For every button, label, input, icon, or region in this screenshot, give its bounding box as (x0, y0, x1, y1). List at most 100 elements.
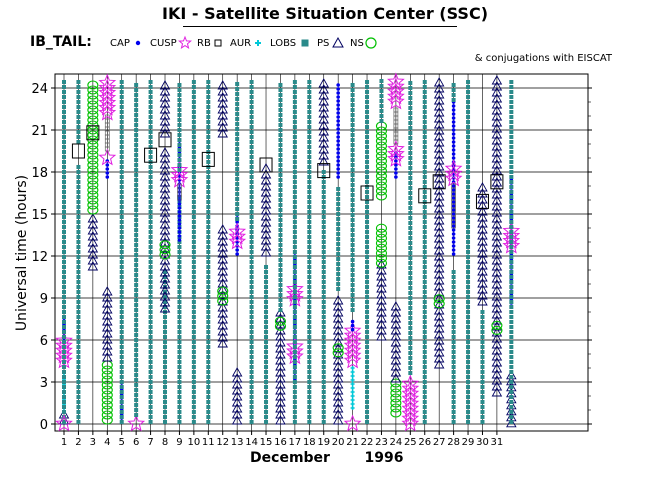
ps-mark (307, 240, 312, 244)
ps-mark (177, 310, 182, 314)
ps-mark (408, 326, 413, 330)
ps-mark (365, 280, 370, 284)
ns-mark (332, 391, 344, 401)
segment-cusp (502, 221, 521, 254)
ps-mark (292, 385, 297, 389)
ps-mark (408, 236, 413, 240)
lobs-mark (87, 185, 99, 195)
ps-mark (62, 310, 66, 314)
ps-mark (307, 350, 312, 354)
ps-mark (134, 263, 139, 267)
ps-mark (422, 175, 427, 179)
ps-mark (148, 90, 153, 94)
ps-mark (206, 350, 211, 354)
lobs-mark (375, 151, 388, 161)
ps-mark (119, 90, 124, 94)
ps-mark (249, 80, 254, 84)
cap-mark (336, 107, 340, 111)
ps-mark (422, 230, 427, 234)
ns-mark (390, 337, 402, 347)
ps-mark (249, 275, 254, 279)
lobs-mark (390, 378, 402, 388)
ps-mark (408, 166, 413, 170)
ps-mark (134, 188, 139, 192)
ps-mark (148, 295, 153, 299)
ps-mark (62, 135, 66, 139)
segment-lobs (332, 343, 344, 358)
ps-mark (76, 175, 81, 179)
ps-mark (148, 85, 153, 89)
ps-mark (466, 415, 471, 419)
ps-mark (350, 183, 355, 187)
cap-mark (336, 87, 340, 91)
ps-mark (451, 285, 456, 289)
ps-mark (292, 310, 297, 314)
y-tick-label: 24 (31, 82, 48, 97)
ps-mark (451, 415, 456, 419)
ps-mark (249, 160, 254, 164)
cusp-mark (343, 414, 362, 432)
ps-mark (148, 320, 153, 324)
ps-mark (249, 390, 254, 394)
ns-mark (491, 171, 503, 181)
ps-mark (76, 235, 81, 239)
eiscat-mark (86, 125, 100, 141)
ps-mark (62, 140, 66, 144)
ps-mark (191, 415, 196, 419)
cap-mark (451, 156, 456, 160)
ps-mark (249, 340, 254, 344)
ps-mark (191, 285, 196, 289)
ps-mark (278, 138, 283, 142)
lobs-mark (87, 100, 99, 110)
ps-mark (191, 165, 196, 169)
ps-mark (148, 200, 153, 204)
ps-mark (134, 383, 139, 387)
ps-mark (235, 187, 240, 191)
ps-mark (62, 80, 66, 84)
ps-mark (451, 310, 456, 314)
ps-mark (350, 113, 355, 117)
ps-mark (62, 200, 66, 204)
ps-mark (163, 295, 168, 299)
ps-mark (466, 280, 471, 284)
ps-mark (62, 125, 66, 129)
ps-mark (408, 331, 413, 335)
ps-mark (134, 283, 139, 287)
cusp-mark (98, 93, 117, 111)
ps-mark (466, 295, 471, 299)
ps-mark (278, 193, 283, 197)
ps-mark (206, 125, 211, 129)
ps-mark (292, 185, 297, 189)
cusp-mark (387, 72, 405, 90)
ps-mark (451, 375, 456, 379)
ps-mark (278, 283, 283, 287)
ps-mark (509, 365, 514, 369)
ns-mark (217, 320, 228, 330)
ps-mark (292, 420, 297, 424)
ps-mark (163, 415, 168, 419)
ps-mark (509, 375, 514, 379)
ps-mark (509, 145, 514, 149)
ps-mark (206, 320, 211, 324)
rb-mark (451, 183, 456, 189)
ps-mark (379, 84, 384, 88)
ps-mark (177, 420, 182, 424)
ps-mark (62, 350, 66, 354)
dataset-label: IB_TAIL: (30, 34, 92, 50)
ps-mark (307, 165, 312, 169)
ns-mark (433, 341, 445, 351)
ps-mark (76, 410, 81, 414)
ps-mark (191, 160, 196, 164)
ps-mark (278, 158, 283, 162)
ns-mark (275, 361, 286, 371)
ps-mark (148, 150, 153, 154)
ns-mark (275, 403, 286, 413)
ps-mark (307, 265, 312, 269)
ps-mark (408, 276, 413, 280)
ps-mark (379, 94, 384, 98)
ps-mark (408, 131, 413, 135)
cusp-mark (343, 351, 362, 369)
ps-mark (509, 230, 514, 234)
ps-mark (509, 305, 514, 309)
ps-mark (278, 98, 283, 102)
